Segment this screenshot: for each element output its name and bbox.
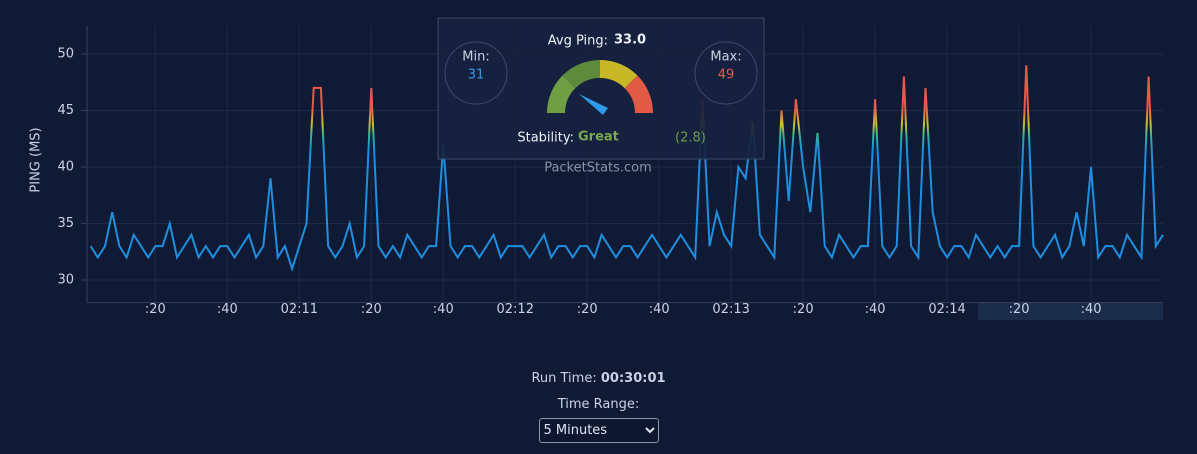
x-tick-label: 02:12: [497, 302, 534, 317]
site-label: PacketStats.com: [544, 161, 652, 176]
gauge-seg: [624, 75, 653, 114]
max-value: 49: [718, 68, 735, 83]
x-tick-label: :40: [1081, 302, 1102, 317]
max-circle: [694, 41, 758, 105]
chart: PING (MS) 30 35 40 45 50 :20 :40 02:11 :20 :40 02:…: [29, 17, 1164, 320]
time-range-select[interactable]: 5 Minutes: [538, 418, 659, 443]
x-tick-label: :20: [145, 302, 166, 317]
gauge-needle: [579, 94, 608, 115]
avg-value: 33.0: [614, 33, 646, 48]
range-selector: [978, 302, 1163, 320]
y-axis-title: PING (MS): [29, 127, 44, 192]
run-time-label: Run Time:: [531, 371, 597, 386]
avg-label: Avg Ping:: [548, 34, 608, 49]
x-tick-label: 02:13: [712, 302, 749, 317]
x-tick-label: :20: [361, 302, 382, 317]
y-tick-label: 40: [57, 159, 74, 174]
gauge-seg: [547, 75, 576, 114]
x-tick-label: :20: [793, 302, 814, 317]
gauge-seg: [562, 60, 601, 89]
panel-box: [437, 17, 765, 160]
x-tick-label: :40: [649, 302, 670, 317]
run-time-value: 00:30:01: [600, 371, 666, 386]
time-range: 5 Minutes: [0, 418, 1197, 443]
ping-line: [89, 65, 1164, 272]
y-tick-label: 50: [57, 46, 74, 61]
y-tick-label: 30: [57, 272, 74, 287]
min-value: 31: [468, 68, 485, 83]
x-tick-label: :40: [865, 302, 886, 317]
run-time: Run Time: 00:30:01: [0, 371, 1197, 386]
max-label: Max:: [710, 50, 741, 65]
gauge-seg: [599, 60, 638, 89]
plot: 30 35 40 45 50 :20 :40 02:11 :20 :40 02:12 :20 :40 02…: [57, 25, 1164, 317]
x-tick-label: :40: [217, 302, 238, 317]
x-tick-label: :20: [577, 302, 598, 317]
min-label: Min:: [462, 50, 489, 65]
stability-score: (2.8): [675, 131, 706, 146]
min-circle: [444, 41, 508, 105]
stats-panel: Min: 31 Max: 49 Avg Ping: 33.0 Stability…: [437, 17, 765, 160]
stability-value: Great: [578, 130, 619, 145]
y-tick-label: 45: [57, 103, 74, 118]
x-tick-label: 02:14: [928, 302, 965, 317]
time-range-label: Time Range:: [557, 397, 640, 412]
x-tick-label: :20: [1009, 302, 1030, 317]
x-tick-label: 02:11: [281, 302, 318, 317]
y-tick-label: 35: [57, 216, 74, 231]
x-tick-label: :40: [433, 302, 454, 317]
stability-label: Stability:: [517, 131, 574, 146]
